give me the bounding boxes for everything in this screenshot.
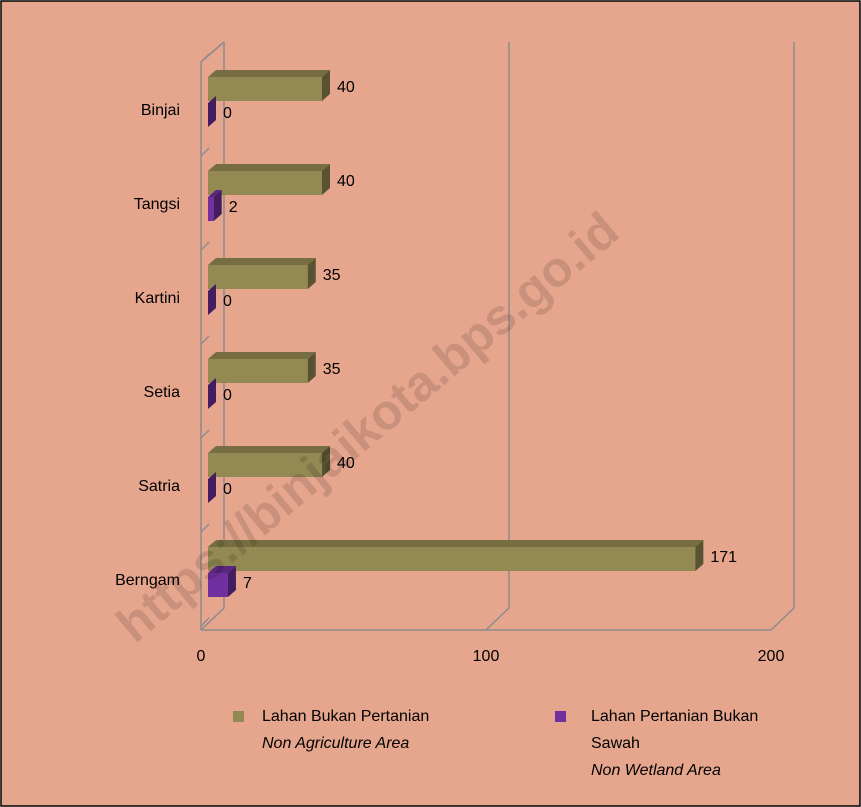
bar-top [208, 70, 330, 77]
bar-top [208, 352, 316, 359]
bar [208, 540, 704, 571]
grid-line [200, 42, 225, 631]
legend-label: Lahan Bukan Pertanian [262, 708, 430, 725]
bar-front [208, 265, 308, 289]
bar [208, 284, 216, 315]
bar-front [208, 197, 214, 221]
bar-side [322, 164, 330, 195]
data-label: 40 [337, 455, 355, 472]
bar-side [208, 472, 216, 503]
bar-side [322, 70, 330, 101]
bar-top [208, 566, 236, 573]
bar-side [208, 284, 216, 315]
grid-line [485, 42, 510, 631]
bar-front [208, 547, 696, 571]
bar-side [307, 352, 316, 383]
legend-label-en: Non Wetland Area [591, 762, 721, 779]
x-tick-label: 0 [197, 648, 206, 665]
legend-swatch [233, 711, 244, 722]
bar-front [208, 573, 228, 597]
bar [208, 566, 236, 597]
bar-top [208, 164, 330, 171]
bar [208, 352, 316, 383]
legend-entry: Lahan Bukan Pertanian Non Agriculture Are… [262, 703, 492, 757]
legend-swatch [555, 711, 566, 722]
data-label: 35 [323, 267, 341, 284]
y-tick-label: Tangsi [134, 196, 180, 213]
bar [208, 96, 216, 127]
data-label: 40 [337, 173, 355, 190]
grid-line [770, 42, 795, 631]
bar [208, 190, 222, 221]
x-tick-label: 100 [473, 648, 500, 665]
category-separator [200, 241, 210, 251]
data-label: 0 [223, 387, 232, 404]
data-label: 40 [337, 79, 355, 96]
y-tick-label: Kartini [135, 290, 180, 307]
y-tick-label: Berngam [115, 572, 180, 589]
legend-entry: Lahan Pertanian Bukan Sawah Non Wetland A… [591, 703, 781, 784]
category-separator [200, 147, 210, 157]
category-separator [200, 429, 210, 439]
y-tick-label: Binjai [141, 102, 180, 119]
legend-label-en: Non Agriculture Area [262, 735, 410, 752]
x-tick-label: 200 [758, 648, 785, 665]
bar [208, 164, 330, 195]
bar-side [695, 540, 704, 571]
bar-front [208, 359, 308, 383]
bar [208, 378, 216, 409]
bar [208, 258, 316, 289]
category-separator [200, 335, 210, 345]
data-label: 171 [710, 549, 737, 566]
bar-front [208, 453, 322, 477]
legend-label: Lahan Pertanian Bukan Sawah [591, 708, 759, 752]
category-separator [200, 53, 210, 63]
data-label: 0 [223, 293, 232, 310]
category-separator [200, 617, 210, 627]
bar-side [322, 446, 330, 477]
bar-side [208, 378, 216, 409]
bar [208, 446, 330, 477]
bar-side [227, 566, 236, 597]
bar-front [208, 77, 322, 101]
bar-top [208, 540, 704, 547]
data-label: 0 [223, 481, 232, 498]
category-separator [200, 523, 210, 533]
y-tick-label: Satria [138, 478, 180, 495]
bar-side [208, 96, 216, 127]
bar [208, 70, 330, 101]
bar-top [208, 190, 222, 197]
bar [208, 472, 216, 503]
data-label: 35 [323, 361, 341, 378]
bar-front [208, 171, 322, 195]
data-label: 0 [223, 105, 232, 122]
y-tick-label: Setia [144, 384, 181, 401]
bar-side [307, 258, 316, 289]
data-label: 7 [243, 575, 252, 592]
bar-top [208, 258, 316, 265]
data-label: 2 [229, 199, 238, 216]
bar-top [208, 446, 330, 453]
bar-side [213, 190, 222, 221]
